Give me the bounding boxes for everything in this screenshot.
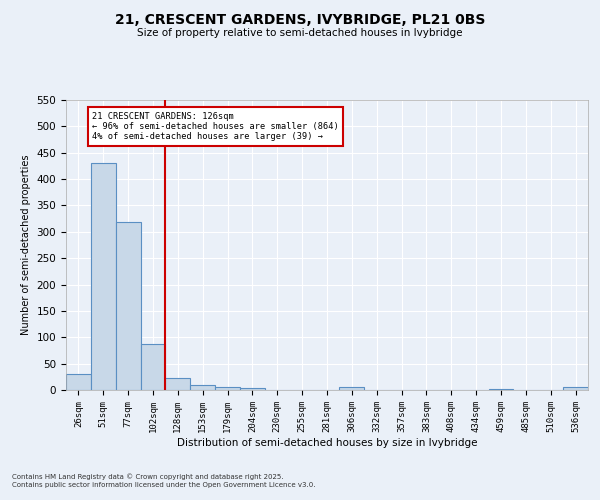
Bar [91, 164, 116, 390]
Text: 21, CRESCENT GARDENS, IVYBRIDGE, PL21 0BS: 21, CRESCENT GARDENS, IVYBRIDGE, PL21 0B… [115, 12, 485, 26]
X-axis label: Distribution of semi-detached houses by size in Ivybridge: Distribution of semi-detached houses by … [177, 438, 477, 448]
Bar [215, 388, 240, 390]
Bar [116, 222, 140, 390]
Text: Contains HM Land Registry data © Crown copyright and database right 2025.
Contai: Contains HM Land Registry data © Crown c… [12, 474, 316, 488]
Bar [240, 388, 265, 390]
Bar [190, 384, 215, 390]
Bar [340, 388, 364, 390]
Bar [66, 374, 91, 390]
Text: Size of property relative to semi-detached houses in Ivybridge: Size of property relative to semi-detach… [137, 28, 463, 38]
Bar [140, 344, 166, 390]
Bar [166, 378, 190, 390]
Text: 21 CRESCENT GARDENS: 126sqm
← 96% of semi-detached houses are smaller (864)
4% o: 21 CRESCENT GARDENS: 126sqm ← 96% of sem… [92, 112, 339, 142]
Bar [563, 388, 588, 390]
Y-axis label: Number of semi-detached properties: Number of semi-detached properties [21, 155, 31, 336]
Bar [488, 389, 514, 390]
